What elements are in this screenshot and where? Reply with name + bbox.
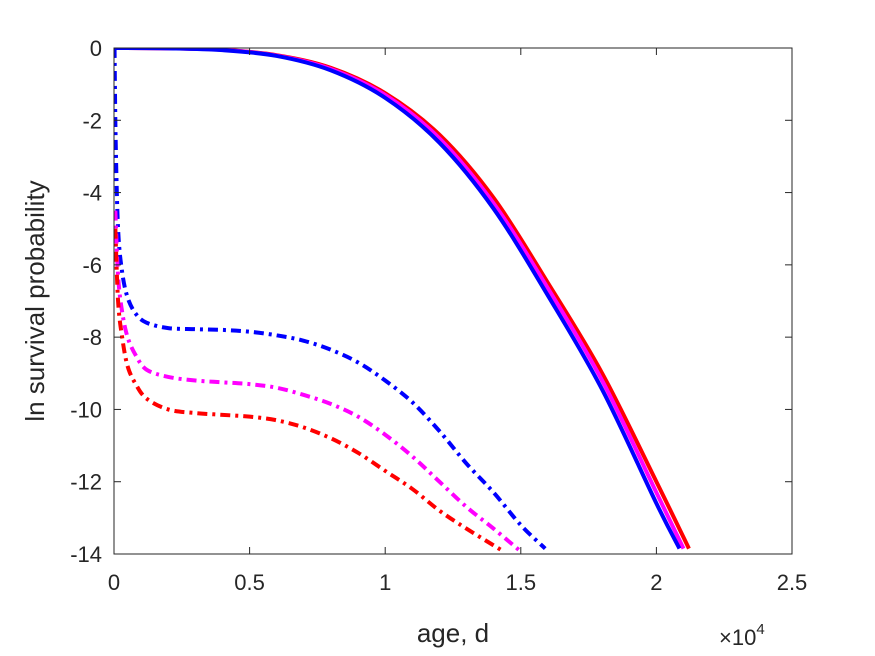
x-tick-label: 2 bbox=[650, 570, 662, 595]
y-tick-label: -2 bbox=[82, 108, 102, 133]
y-tick-label: 0 bbox=[90, 36, 102, 61]
y-tick-label: -10 bbox=[70, 397, 102, 422]
y-tick-label: -8 bbox=[82, 325, 102, 350]
plot-frame bbox=[113, 47, 793, 555]
y-tick-label: -12 bbox=[70, 470, 102, 495]
x-axis-label: age, d bbox=[417, 618, 489, 648]
x-multiplier-base: ×10 bbox=[719, 625, 756, 650]
series-layer bbox=[114, 48, 691, 553]
plot-area bbox=[114, 48, 792, 554]
x-tick-label: 1.5 bbox=[506, 570, 537, 595]
x-tick-label: 0.5 bbox=[234, 570, 265, 595]
series-line-4 bbox=[114, 48, 547, 551]
x-multiplier: ×104 bbox=[719, 621, 765, 650]
y-axis-label: ln survival probability bbox=[20, 180, 50, 421]
y-tick-label: -6 bbox=[82, 253, 102, 278]
y-tick-label: -14 bbox=[70, 542, 102, 567]
x-tick-label: 0 bbox=[108, 570, 120, 595]
tick-label-layer: 0 0.5 1 1.5 2 2.5 0 -2 -4 -6 -8 -10 -12 -14 bbox=[70, 36, 807, 595]
tick-layer bbox=[113, 47, 793, 555]
x-multiplier-exponent: 4 bbox=[756, 621, 764, 638]
series-line-5 bbox=[114, 210, 521, 552]
series-line-6 bbox=[114, 228, 503, 553]
y-tick-label: -4 bbox=[82, 181, 102, 206]
x-tick-label: 2.5 bbox=[777, 570, 808, 595]
series-line-3 bbox=[114, 48, 682, 550]
x-tick-label: 1 bbox=[379, 570, 391, 595]
